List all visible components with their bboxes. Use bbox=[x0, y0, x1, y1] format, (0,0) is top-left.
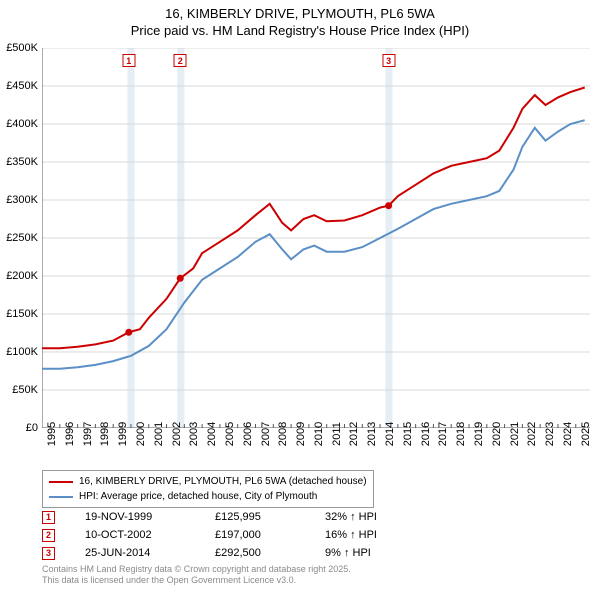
sale-marker-3: 3 bbox=[382, 54, 395, 67]
y-tick-label: £100K bbox=[6, 346, 38, 358]
x-tick-label: 2021 bbox=[509, 422, 521, 446]
y-axis-labels: £0£50K£100K£150K£200K£250K£300K£350K£400… bbox=[0, 48, 40, 428]
x-tick-label: 1996 bbox=[64, 422, 76, 446]
legend-item: 16, KIMBERLY DRIVE, PLYMOUTH, PL6 5WA (d… bbox=[49, 474, 367, 489]
x-tick-label: 2002 bbox=[171, 422, 183, 446]
sales-table: 1 19-NOV-1999£125,99532% ↑ HPI 2 10-OCT-200… bbox=[42, 508, 377, 562]
x-tick-label: 2009 bbox=[295, 422, 307, 446]
sales-marker: 1 bbox=[42, 511, 55, 524]
y-tick-label: £350K bbox=[6, 156, 38, 168]
sales-date: 19-NOV-1999 bbox=[85, 511, 215, 523]
sales-price: £197,000 bbox=[215, 529, 325, 541]
legend-label: HPI: Average price, detached house, City… bbox=[79, 489, 317, 504]
y-tick-label: £200K bbox=[6, 270, 38, 282]
y-tick-label: £50K bbox=[12, 384, 38, 396]
x-tick-label: 2010 bbox=[313, 422, 325, 446]
legend: 16, KIMBERLY DRIVE, PLYMOUTH, PL6 5WA (d… bbox=[42, 470, 374, 508]
x-axis-labels: 1995199619971998199920002001200220032004… bbox=[42, 430, 590, 470]
x-tick-label: 2025 bbox=[580, 422, 592, 446]
x-tick-label: 1997 bbox=[82, 422, 94, 446]
legend-label: 16, KIMBERLY DRIVE, PLYMOUTH, PL6 5WA (d… bbox=[79, 474, 367, 489]
sale-marker-2: 2 bbox=[174, 54, 187, 67]
sales-row: 2 10-OCT-2002£197,00016% ↑ HPI bbox=[42, 526, 377, 544]
legend-swatch bbox=[49, 496, 73, 498]
legend-item: HPI: Average price, detached house, City… bbox=[49, 489, 367, 504]
sales-date: 25-JUN-2014 bbox=[85, 547, 215, 559]
x-tick-label: 2019 bbox=[473, 422, 485, 446]
legend-swatch bbox=[49, 481, 73, 483]
x-tick-label: 2022 bbox=[526, 422, 538, 446]
x-tick-label: 2007 bbox=[260, 422, 272, 446]
x-tick-label: 1998 bbox=[99, 422, 111, 446]
x-tick-label: 2023 bbox=[544, 422, 556, 446]
y-tick-label: £450K bbox=[6, 80, 38, 92]
title-subtitle: Price paid vs. HM Land Registry's House … bbox=[0, 23, 600, 40]
x-tick-label: 2017 bbox=[437, 422, 449, 446]
x-tick-label: 2003 bbox=[188, 422, 200, 446]
x-tick-label: 2014 bbox=[384, 422, 396, 446]
y-tick-label: £500K bbox=[6, 42, 38, 54]
x-tick-label: 2000 bbox=[135, 422, 147, 446]
x-tick-label: 2011 bbox=[331, 422, 343, 446]
sales-diff: 16% ↑ HPI bbox=[325, 529, 377, 541]
x-tick-label: 1999 bbox=[117, 422, 129, 446]
x-tick-label: 2018 bbox=[455, 422, 467, 446]
sales-price: £292,500 bbox=[215, 547, 325, 559]
y-tick-label: £250K bbox=[6, 232, 38, 244]
sales-diff: 9% ↑ HPI bbox=[325, 547, 371, 559]
x-tick-label: 2024 bbox=[562, 422, 574, 446]
x-tick-label: 1995 bbox=[46, 422, 58, 446]
title-block: 16, KIMBERLY DRIVE, PLYMOUTH, PL6 5WA Pr… bbox=[0, 0, 600, 40]
x-tick-label: 2020 bbox=[491, 422, 503, 446]
sales-marker: 2 bbox=[42, 529, 55, 542]
x-tick-label: 2015 bbox=[402, 422, 414, 446]
x-tick-label: 2001 bbox=[153, 422, 165, 446]
sales-diff: 32% ↑ HPI bbox=[325, 511, 377, 523]
chart-area: 1 2 3 bbox=[42, 48, 590, 428]
sales-row: 3 25-JUN-2014£292,5009% ↑ HPI bbox=[42, 544, 377, 562]
x-tick-label: 2012 bbox=[348, 422, 360, 446]
sales-date: 10-OCT-2002 bbox=[85, 529, 215, 541]
footer: Contains HM Land Registry data © Crown c… bbox=[42, 564, 351, 586]
y-tick-label: £0 bbox=[26, 422, 38, 434]
x-tick-label: 2008 bbox=[277, 422, 289, 446]
title-address: 16, KIMBERLY DRIVE, PLYMOUTH, PL6 5WA bbox=[0, 6, 600, 23]
x-tick-label: 2016 bbox=[420, 422, 432, 446]
x-tick-label: 2013 bbox=[366, 422, 378, 446]
y-tick-label: £150K bbox=[6, 308, 38, 320]
plot-svg bbox=[42, 48, 590, 428]
y-tick-label: £300K bbox=[6, 194, 38, 206]
footer-line2: This data is licensed under the Open Gov… bbox=[42, 575, 351, 586]
y-tick-label: £400K bbox=[6, 118, 38, 130]
chart-container: 16, KIMBERLY DRIVE, PLYMOUTH, PL6 5WA Pr… bbox=[0, 0, 600, 590]
x-tick-label: 2004 bbox=[206, 422, 218, 446]
sale-marker-1: 1 bbox=[122, 54, 135, 67]
sales-marker: 3 bbox=[42, 547, 55, 560]
sales-row: 1 19-NOV-1999£125,99532% ↑ HPI bbox=[42, 508, 377, 526]
x-tick-label: 2006 bbox=[242, 422, 254, 446]
x-tick-label: 2005 bbox=[224, 422, 236, 446]
sales-price: £125,995 bbox=[215, 511, 325, 523]
footer-line1: Contains HM Land Registry data © Crown c… bbox=[42, 564, 351, 575]
